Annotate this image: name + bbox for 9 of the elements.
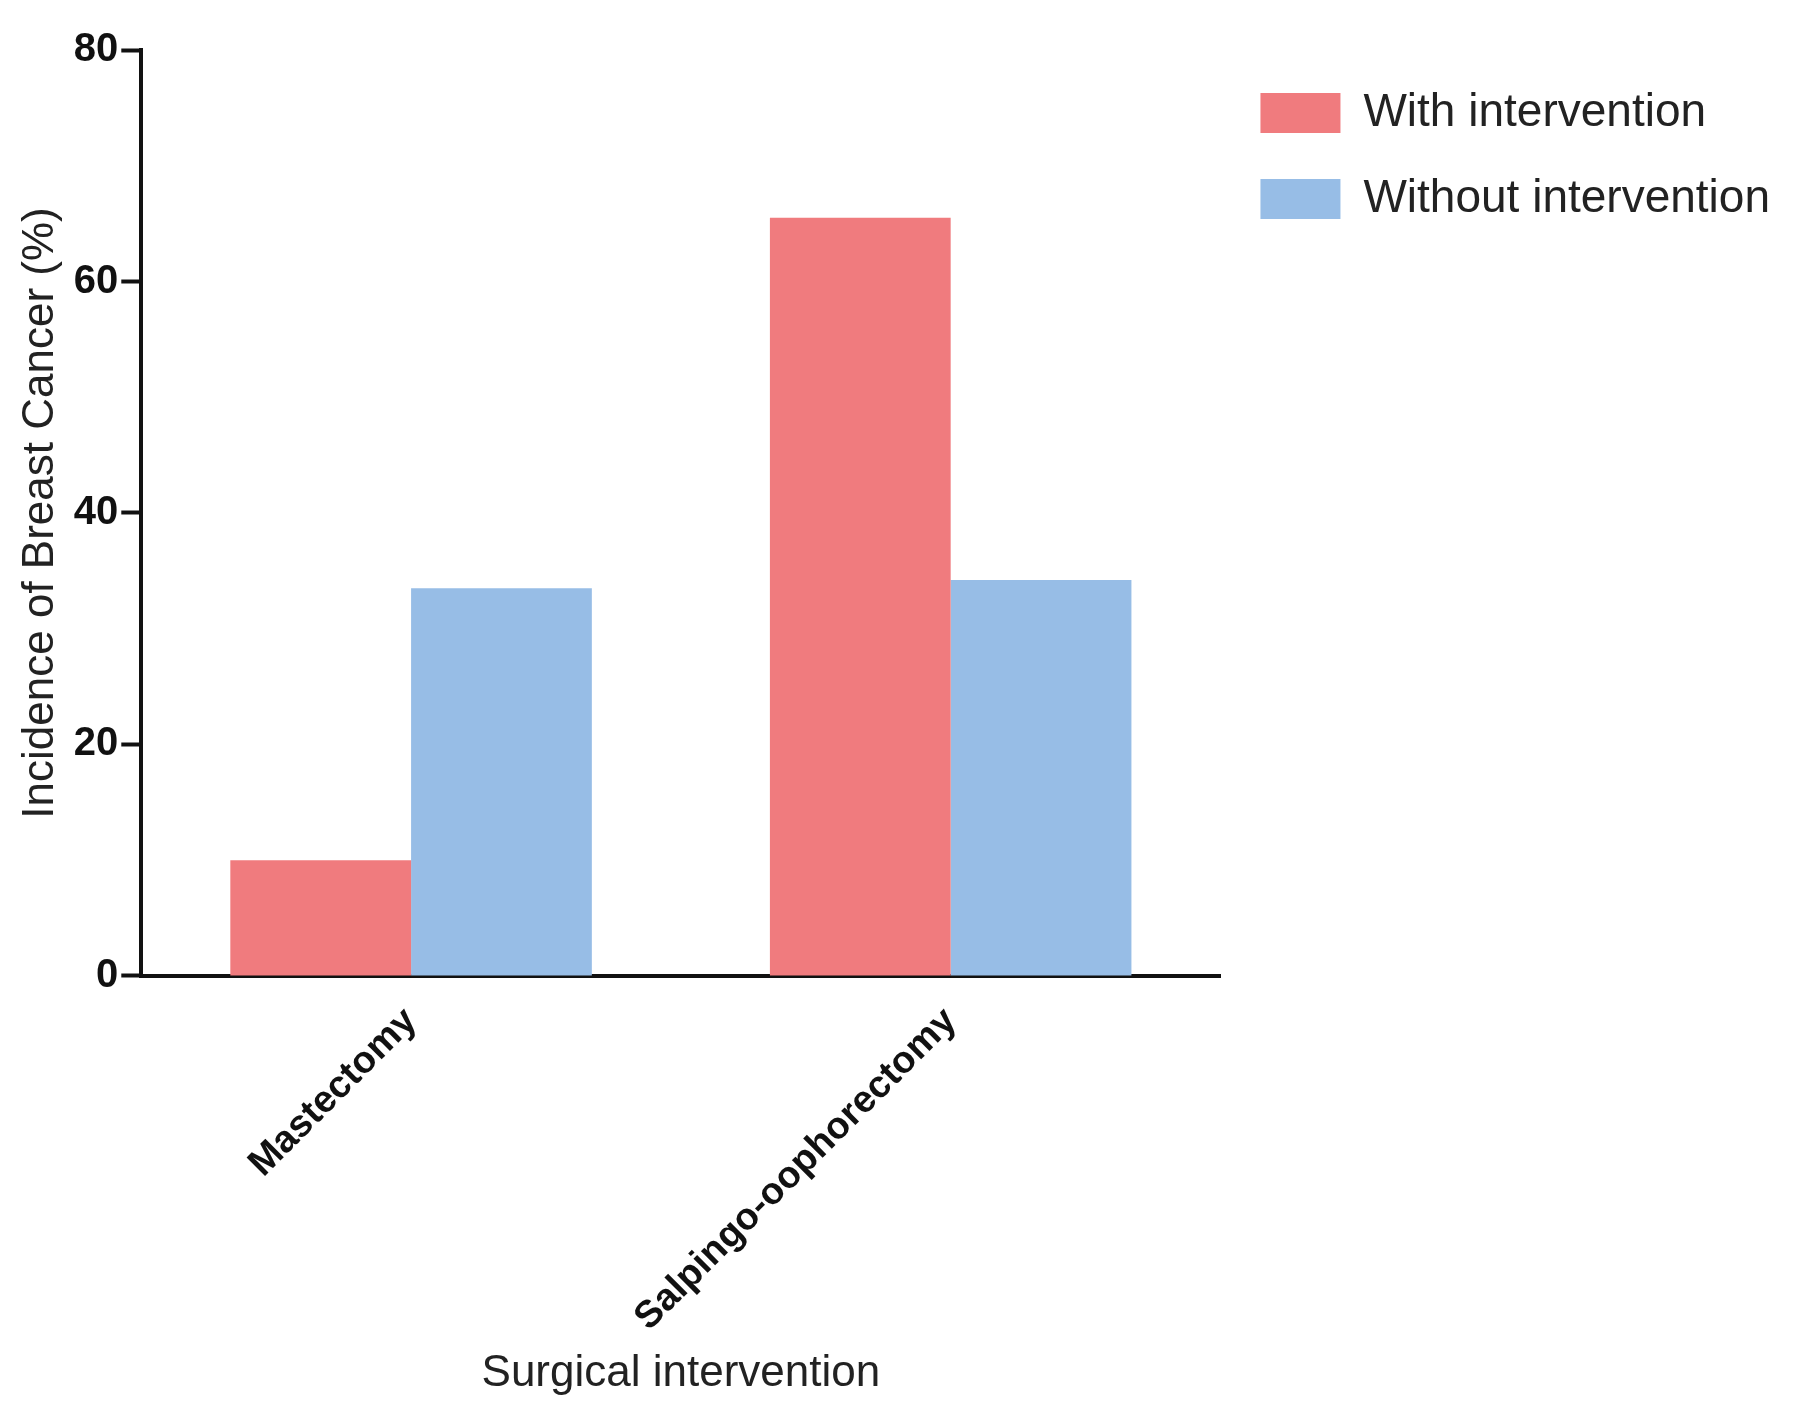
y-tick-label: 40 (73, 488, 119, 533)
y-tick-label: 0 (96, 950, 119, 995)
x-axis-title: Surgical intervention (481, 1345, 881, 1395)
y-axis-title: Incidence of Breast Cancer (%) (12, 207, 62, 819)
legend-label: Without intervention (1363, 169, 1770, 222)
legend-label: With intervention (1363, 83, 1707, 136)
y-tick-label: 60 (73, 256, 119, 301)
y-tick-label: 80 (73, 25, 119, 70)
y-tick-label: 20 (73, 719, 119, 764)
